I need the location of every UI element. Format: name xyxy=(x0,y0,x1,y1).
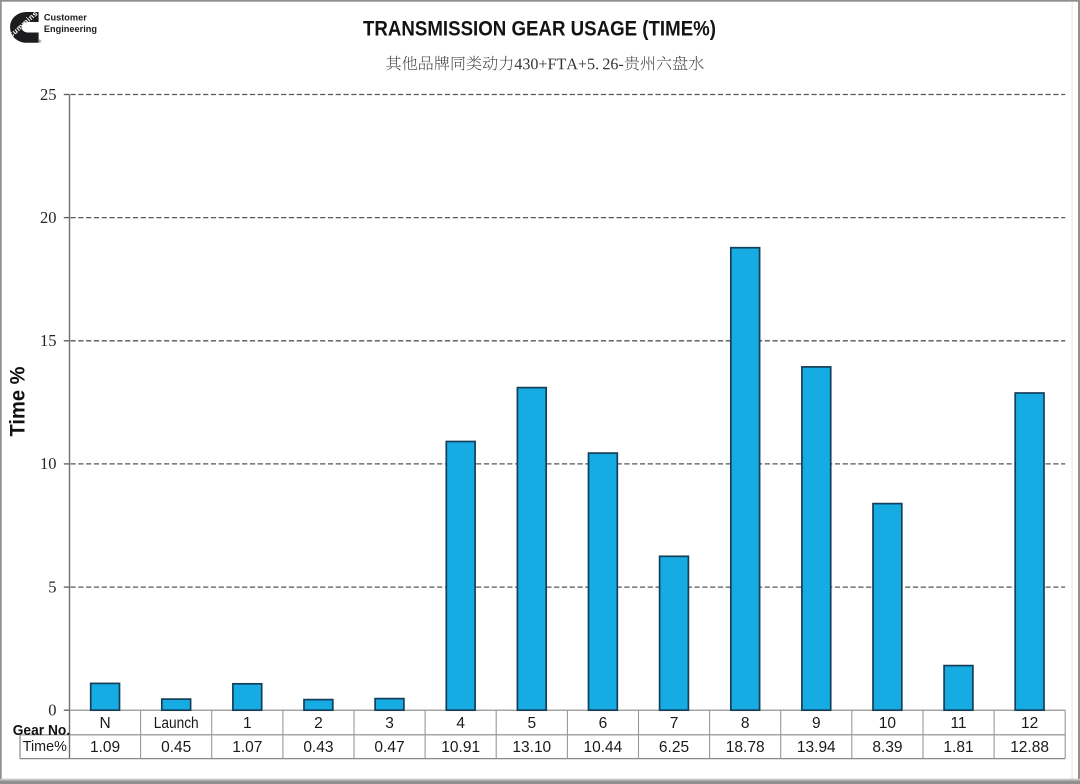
svg-text:5: 5 xyxy=(48,577,56,596)
svg-text:10: 10 xyxy=(879,715,897,732)
svg-text:13.10: 13.10 xyxy=(512,739,551,756)
svg-text:25: 25 xyxy=(40,85,57,104)
svg-text:11: 11 xyxy=(950,715,966,732)
svg-text:18.78: 18.78 xyxy=(726,739,765,756)
svg-text:®: ® xyxy=(38,38,42,45)
svg-text:TRANSMISSION GEAR USAGE (TIME%: TRANSMISSION GEAR USAGE (TIME%) xyxy=(363,18,716,41)
svg-text:10.91: 10.91 xyxy=(441,739,480,756)
svg-text:15: 15 xyxy=(40,331,57,350)
svg-text:6.25: 6.25 xyxy=(659,739,689,756)
svg-text:1.07: 1.07 xyxy=(232,739,262,756)
svg-text:9: 9 xyxy=(812,715,821,732)
svg-text:8: 8 xyxy=(741,715,750,732)
svg-text:20: 20 xyxy=(40,208,57,227)
svg-text:8.39: 8.39 xyxy=(872,739,902,756)
svg-text:2: 2 xyxy=(314,715,323,732)
svg-text:N: N xyxy=(99,715,110,732)
svg-text:13.94: 13.94 xyxy=(797,739,836,756)
svg-text:0.43: 0.43 xyxy=(303,739,333,756)
svg-text:Engineering: Engineering xyxy=(44,24,97,34)
svg-text:1.09: 1.09 xyxy=(90,739,120,756)
svg-text:0: 0 xyxy=(48,701,56,720)
svg-text:12: 12 xyxy=(1021,715,1038,732)
svg-text:12.88: 12.88 xyxy=(1010,739,1049,756)
svg-text:Customer: Customer xyxy=(44,12,87,22)
svg-text:4: 4 xyxy=(456,715,465,732)
svg-text:0.47: 0.47 xyxy=(374,739,404,756)
svg-text:10: 10 xyxy=(40,454,57,473)
svg-text:7: 7 xyxy=(670,715,679,732)
svg-text:1.81: 1.81 xyxy=(943,739,973,756)
svg-text:Launch: Launch xyxy=(154,715,199,732)
svg-text:6: 6 xyxy=(599,715,608,732)
svg-text:Time%: Time% xyxy=(23,738,67,755)
svg-text:3: 3 xyxy=(385,715,394,732)
svg-text:5: 5 xyxy=(527,715,536,732)
svg-text:Time %: Time % xyxy=(6,366,29,436)
svg-text:0.45: 0.45 xyxy=(161,739,191,756)
svg-text:Gear No.: Gear No. xyxy=(13,722,71,739)
svg-text:1: 1 xyxy=(243,715,252,732)
svg-text:10.44: 10.44 xyxy=(584,739,623,756)
